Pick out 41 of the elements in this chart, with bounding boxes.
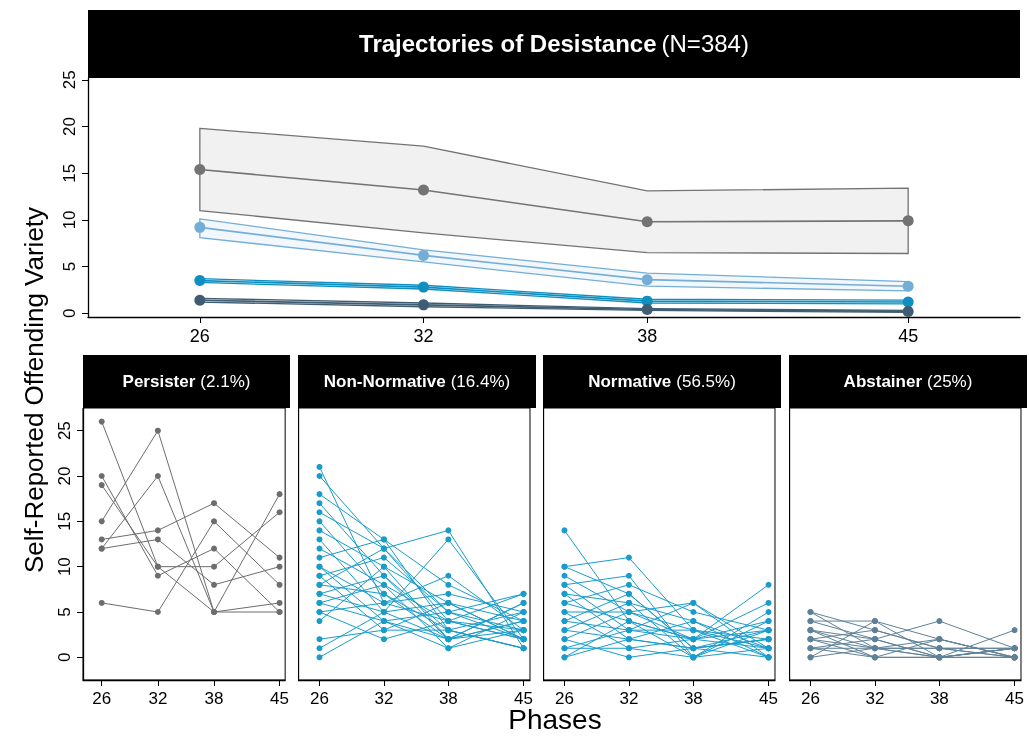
chart-title: Persister [122, 371, 196, 392]
x-tick-label: 32 [148, 689, 168, 708]
y-tick-label: 15 [55, 511, 74, 531]
y-tick-label: 20 [60, 117, 79, 137]
x-tick-label: 26 [801, 689, 820, 708]
y-tick-label: 15 [60, 163, 79, 183]
x-tick-label: 45 [898, 326, 919, 346]
chart-subtitle: (N=384) [661, 30, 749, 58]
chart-title: Normative [588, 371, 672, 392]
y-tick-label: 5 [55, 607, 74, 617]
chart-subtitle: (25%) [927, 371, 973, 392]
x-tick-label: 38 [637, 326, 658, 346]
x-tick-label: 32 [413, 326, 434, 346]
x-tick-label: 38 [204, 689, 224, 708]
x-tick-label: 45 [270, 689, 290, 708]
x-tick-label: 32 [619, 689, 639, 708]
y-tick-label: 20 [55, 466, 74, 486]
x-tick-label: 38 [683, 689, 703, 708]
chart-title: Non-Normative [323, 371, 446, 392]
x-tick-label: 45 [1005, 689, 1025, 708]
y-tick-label: 10 [60, 210, 79, 230]
y-tick-label: 5 [60, 261, 79, 272]
chart-subtitle: (2.1%) [200, 371, 251, 392]
chart-subtitle: (16.4%) [450, 371, 511, 392]
x-tick-label: 45 [759, 689, 779, 708]
y-tick-label: 25 [55, 421, 74, 441]
x-tick-label: 38 [438, 689, 458, 708]
chart-subtitle: (56.5%) [676, 371, 736, 392]
y-axis-title: Self-Reported Offending Variety [18, 206, 50, 574]
y-tick-label: 10 [55, 557, 74, 577]
y-tick-label: 0 [55, 652, 74, 663]
y-tick-label: 0 [60, 308, 79, 318]
chart-title: Trajectories of Desistance [359, 30, 657, 58]
x-tick-label: 32 [374, 689, 394, 708]
x-tick-label: 26 [189, 326, 210, 346]
x-tick-label: 38 [929, 689, 949, 708]
x-tick-label: 32 [865, 689, 885, 708]
x-tick-label: 26 [92, 689, 112, 708]
chart-title: Abstainer [843, 371, 923, 392]
x-tick-label: 26 [310, 689, 329, 708]
y-tick-label: 25 [60, 70, 79, 90]
